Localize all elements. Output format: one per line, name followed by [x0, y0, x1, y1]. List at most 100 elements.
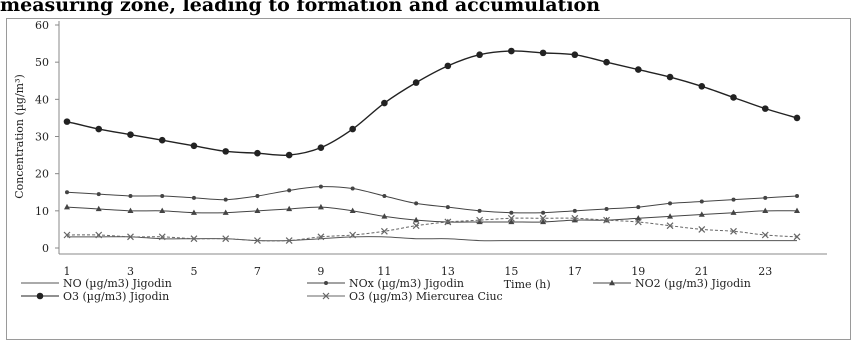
legend-label: NO (µg/m3) Jigodin — [63, 277, 172, 290]
data-point — [64, 203, 70, 210]
data-point — [793, 114, 801, 122]
legend-label: NO2 (µg/m3) Jigodin — [635, 277, 751, 290]
legend-item: O3 (µg/m3) Miercurea Ciuc — [307, 290, 503, 303]
data-point — [127, 207, 134, 214]
data-point — [317, 233, 325, 241]
data-point — [159, 207, 166, 214]
data-point — [572, 208, 577, 213]
data-point — [571, 214, 579, 222]
legend: NO (µg/m3) Jigodin NOx (µg/m3) Jigodin NO2… — [21, 277, 751, 303]
data-point — [318, 184, 323, 189]
data-point — [95, 231, 103, 239]
data-point — [634, 218, 642, 226]
data-point — [761, 231, 769, 239]
data-point — [730, 94, 737, 101]
data-point — [381, 99, 388, 107]
data-point — [349, 125, 356, 133]
series-line — [66, 217, 798, 242]
legend-label: NOx (µg/m3) Jigodin — [349, 277, 464, 290]
legend-item: O3 (µg/m3) Jigodin — [21, 290, 169, 303]
series-1 — [65, 184, 799, 215]
data-point — [128, 193, 133, 198]
legend-marker — [36, 292, 44, 300]
data-point — [286, 205, 293, 212]
header-text: measuring zone, leading to formation and… — [0, 0, 601, 16]
data-point — [699, 199, 704, 204]
data-point — [95, 125, 103, 133]
legend-item: NO2 (µg/m3) Jigodin — [593, 277, 751, 290]
data-point — [445, 205, 450, 210]
y-tick-label: 20 — [35, 168, 49, 181]
series-3 — [63, 47, 801, 159]
data-point — [540, 218, 547, 225]
data-point — [413, 216, 420, 223]
data-point — [158, 233, 166, 241]
data-point — [317, 203, 324, 210]
x-tick-label: 21 — [695, 265, 709, 278]
data-point — [539, 49, 547, 57]
data-point — [603, 216, 610, 224]
data-point — [65, 190, 69, 195]
data-point — [539, 214, 547, 222]
legend-label: O3 (µg/m3) Miercurea Ciuc — [349, 290, 503, 303]
y-tick-label: 0 — [42, 242, 49, 255]
chart-frame: 0 10 20 30 40 50 60 1 3 5 7 9 11 13 15 17 19 21 23 Time (h)… — [6, 18, 851, 340]
data-point — [190, 142, 198, 150]
x-tick-label: 9 — [317, 265, 324, 278]
data-point — [698, 211, 705, 217]
data-point — [285, 151, 293, 159]
series-line — [66, 50, 798, 156]
x-tick-label: 15 — [504, 265, 518, 278]
data-point — [730, 209, 737, 215]
data-point — [603, 58, 610, 66]
x-tick-label: 5 — [190, 265, 197, 278]
data-point — [668, 201, 673, 206]
data-point — [96, 192, 101, 197]
data-point — [477, 208, 482, 213]
x-axis-title: Time (h) — [504, 278, 551, 291]
data-point — [636, 205, 641, 210]
data-point — [381, 213, 388, 219]
data-point — [255, 193, 260, 198]
data-point — [190, 235, 198, 243]
data-point — [666, 222, 674, 230]
x-tick-label: 7 — [254, 265, 261, 278]
y-tick-label: 30 — [35, 131, 49, 144]
data-point — [571, 51, 579, 59]
data-point — [414, 201, 419, 206]
series-line — [66, 236, 797, 242]
data-point — [476, 51, 483, 59]
data-point — [635, 215, 642, 221]
data-point — [698, 225, 706, 233]
data-point — [795, 193, 799, 198]
data-point — [667, 213, 674, 219]
data-point — [254, 207, 261, 214]
data-point — [222, 235, 230, 243]
y-tick-label: 60 — [35, 19, 49, 32]
data-point — [507, 214, 515, 222]
x-tick-label: 13 — [441, 265, 455, 278]
y-tick-label: 40 — [35, 93, 49, 106]
data-point — [222, 148, 229, 155]
data-point — [63, 231, 71, 239]
data-point — [763, 195, 768, 200]
data-point — [127, 233, 134, 241]
data-point — [476, 218, 483, 225]
data-point — [412, 79, 420, 86]
data-point — [571, 216, 578, 223]
data-point — [412, 222, 420, 230]
data-point — [698, 83, 706, 90]
legend-marker — [609, 279, 615, 286]
data-point — [794, 207, 800, 214]
data-point — [349, 231, 357, 239]
data-point — [730, 227, 737, 235]
data-point — [793, 233, 801, 241]
data-point — [222, 209, 229, 215]
x-tick-label: 1 — [64, 265, 71, 278]
data-point — [508, 218, 515, 225]
data-point — [508, 47, 515, 55]
data-point — [731, 197, 736, 202]
data-point — [635, 66, 642, 73]
